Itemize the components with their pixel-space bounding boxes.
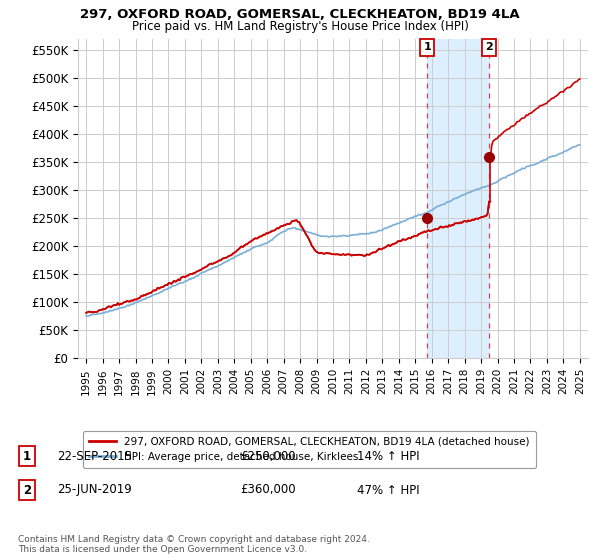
Text: 297, OXFORD ROAD, GOMERSAL, CLECKHEATON, BD19 4LA: 297, OXFORD ROAD, GOMERSAL, CLECKHEATON,…	[80, 8, 520, 21]
Text: 2: 2	[23, 483, 31, 497]
Text: 1: 1	[424, 43, 431, 53]
Text: 47% ↑ HPI: 47% ↑ HPI	[357, 483, 419, 497]
Text: £360,000: £360,000	[240, 483, 296, 497]
Text: Price paid vs. HM Land Registry's House Price Index (HPI): Price paid vs. HM Land Registry's House …	[131, 20, 469, 32]
Text: 25-JUN-2019: 25-JUN-2019	[57, 483, 132, 497]
Legend: 297, OXFORD ROAD, GOMERSAL, CLECKHEATON, BD19 4LA (detached house), HPI: Average: 297, OXFORD ROAD, GOMERSAL, CLECKHEATON,…	[83, 431, 536, 468]
Text: 22-SEP-2015: 22-SEP-2015	[57, 450, 132, 463]
Text: £250,000: £250,000	[240, 450, 296, 463]
Text: 1: 1	[23, 450, 31, 463]
Text: Contains HM Land Registry data © Crown copyright and database right 2024.
This d: Contains HM Land Registry data © Crown c…	[18, 535, 370, 554]
Text: 2: 2	[485, 43, 493, 53]
Text: 14% ↑ HPI: 14% ↑ HPI	[357, 450, 419, 463]
Bar	[427, 39, 489, 358]
